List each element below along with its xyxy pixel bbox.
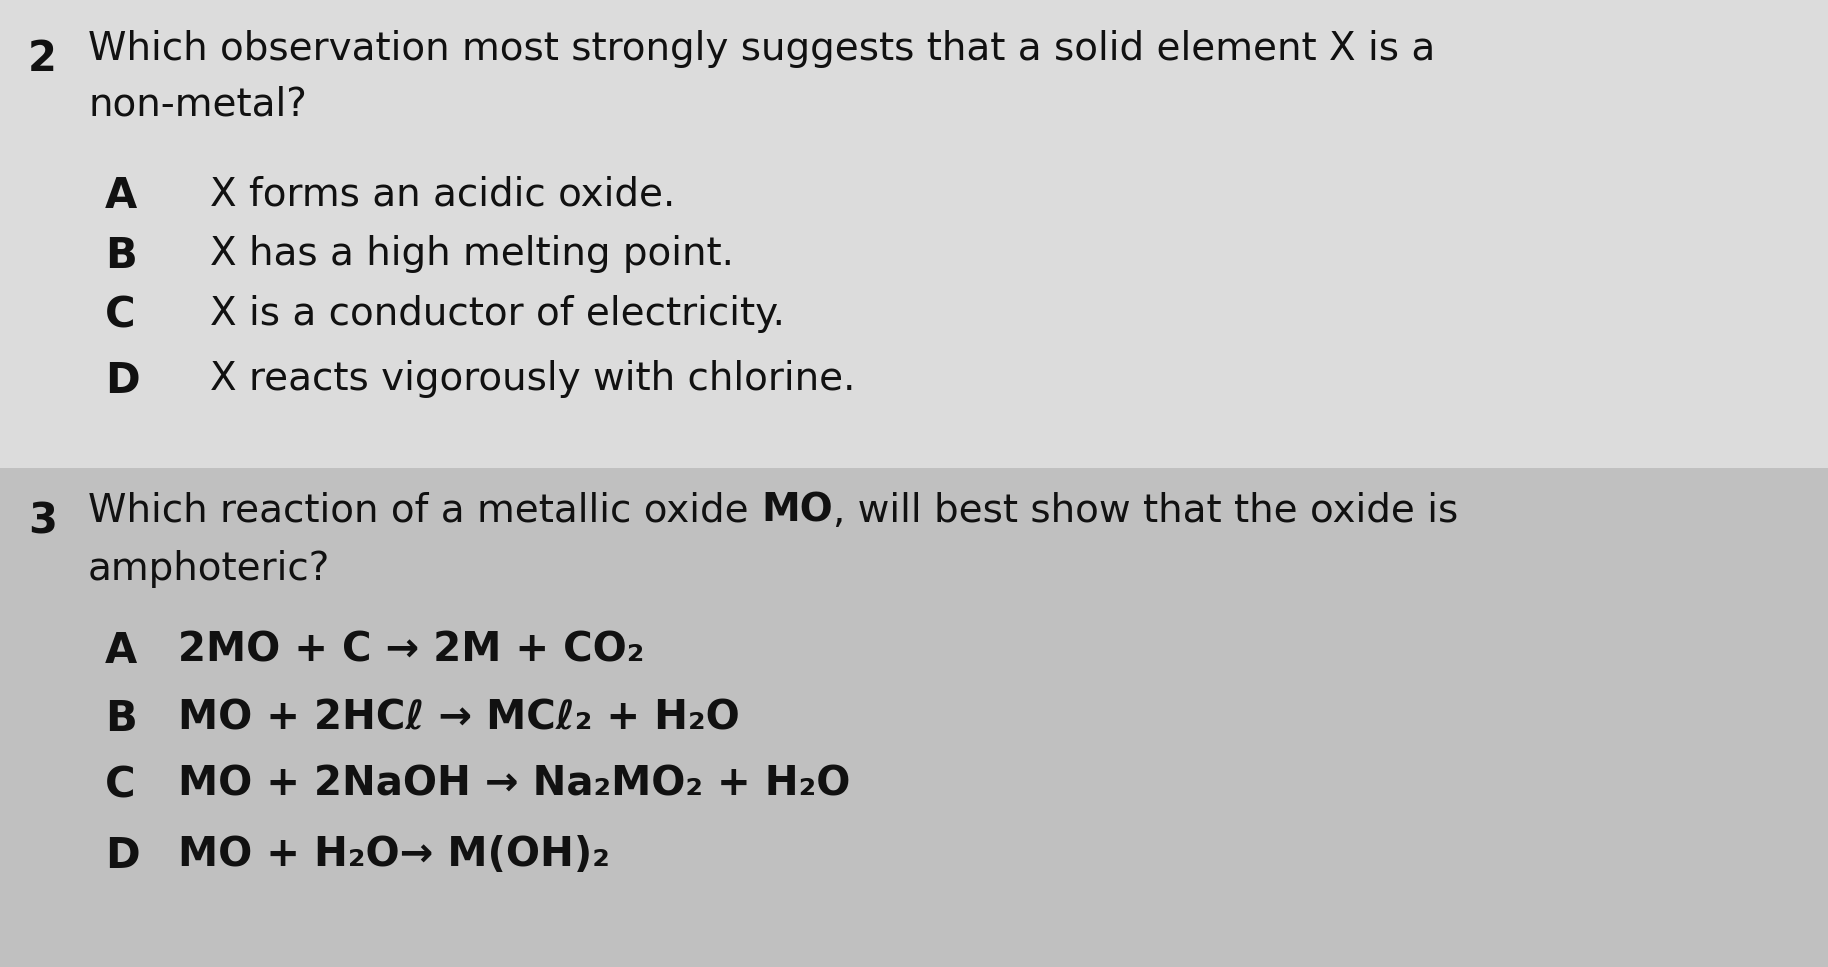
FancyBboxPatch shape [0,0,1828,468]
Text: MO + 2HCℓ → MCℓ₂ + H₂O: MO + 2HCℓ → MCℓ₂ + H₂O [177,698,740,738]
Text: non-metal?: non-metal? [88,85,307,123]
FancyBboxPatch shape [0,468,1828,967]
Text: A: A [104,175,137,217]
Text: C: C [104,295,135,337]
Text: , will best show that the oxide is: , will best show that the oxide is [834,492,1459,530]
Text: A: A [104,630,137,672]
Text: C: C [104,765,135,807]
Text: D: D [104,835,139,877]
Text: 2: 2 [27,38,57,80]
Text: X has a high melting point.: X has a high melting point. [210,235,735,273]
Text: MO: MO [760,492,834,530]
Text: MO + 2NaOH → Na₂MO₂ + H₂O: MO + 2NaOH → Na₂MO₂ + H₂O [177,765,850,805]
Text: D: D [104,360,139,402]
Text: B: B [104,698,137,740]
Text: MO + H₂O→ M(OH)₂: MO + H₂O→ M(OH)₂ [177,835,611,875]
Text: amphoteric?: amphoteric? [88,550,331,588]
Text: 2MO + C → 2M + CO₂: 2MO + C → 2M + CO₂ [177,630,645,670]
Text: B: B [104,235,137,277]
Text: 3: 3 [27,500,57,542]
Text: Which observation most strongly suggests that a solid element X is a: Which observation most strongly suggests… [88,30,1435,68]
Text: Which reaction of a metallic oxide: Which reaction of a metallic oxide [88,492,760,530]
Text: X is a conductor of electricity.: X is a conductor of electricity. [210,295,784,333]
Text: X reacts vigorously with chlorine.: X reacts vigorously with chlorine. [210,360,856,398]
Text: X forms an acidic oxide.: X forms an acidic oxide. [210,175,675,213]
